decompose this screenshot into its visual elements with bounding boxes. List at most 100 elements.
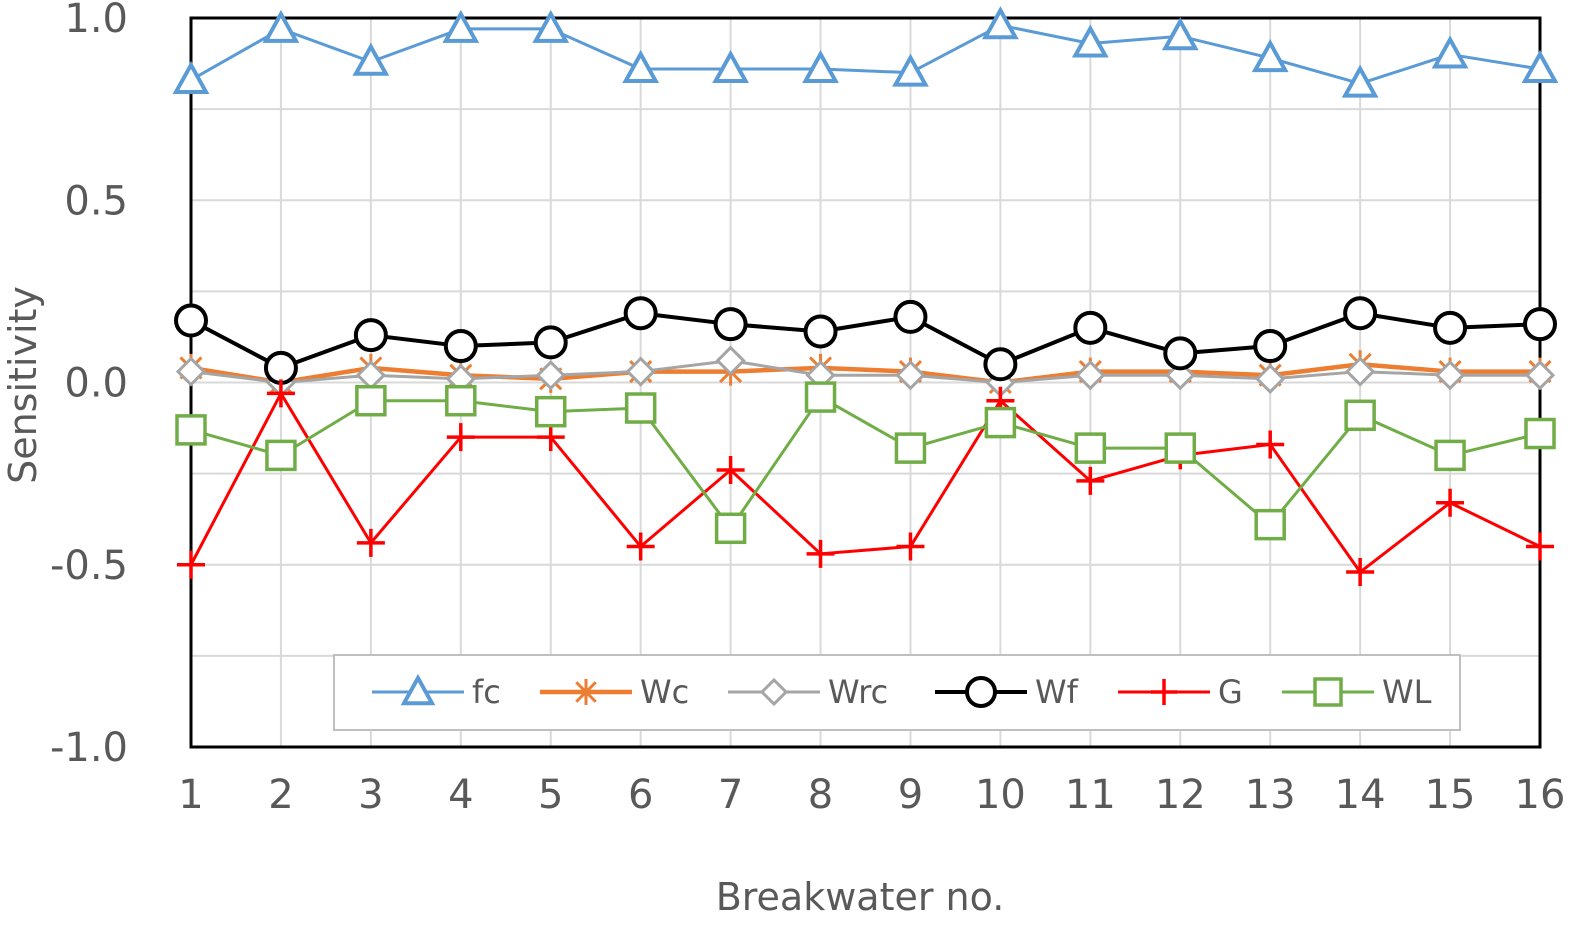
series-line-WL [190, 395, 1541, 530]
series-line-Wrc [190, 359, 1540, 384]
data-point-fc [1341, 64, 1379, 98]
data-point-fc [1161, 17, 1199, 51]
data-point-G [1256, 430, 1285, 459]
x-tick-label: 14 [1335, 772, 1386, 818]
data-point-fc [262, 9, 300, 43]
x-tick-label: 3 [358, 772, 383, 818]
data-point-WL [1254, 508, 1286, 541]
legend-item-fc: fc [372, 673, 501, 711]
x-tick-label: 6 [628, 772, 653, 818]
legend-marker [759, 677, 789, 707]
data-point-G [177, 550, 205, 579]
data-point-G [446, 423, 475, 452]
data-point-Wf [623, 296, 658, 331]
data-point-G [896, 532, 925, 561]
data-point-Wf [533, 325, 568, 360]
legend-item-WL: WL [1282, 673, 1432, 711]
data-point-G [536, 423, 565, 452]
data-point-WL [534, 395, 567, 428]
data-point-Wf [1073, 310, 1108, 345]
data-point-Wf [1253, 329, 1288, 364]
legend-label: Wf [1035, 673, 1079, 711]
x-tick-label: 9 [898, 772, 923, 818]
data-point-WL [1434, 439, 1466, 472]
data-point-Wrc [625, 356, 656, 387]
data-point-WL [1164, 432, 1197, 464]
series-line-Wc [190, 362, 1540, 385]
x-tick-label: 7 [718, 772, 743, 818]
series-line-Wf [190, 311, 1541, 370]
series-WL [175, 381, 1556, 545]
data-point-Wrc [175, 356, 207, 387]
data-point-G [1076, 466, 1105, 495]
data-point-WL [804, 381, 837, 413]
data-point-fc [172, 60, 210, 94]
legend-label: Wrc [828, 673, 888, 711]
data-point-G [716, 455, 745, 484]
data-point-fc [802, 49, 839, 84]
x-tick-label: 15 [1425, 772, 1476, 818]
data-point-fc [1431, 35, 1469, 69]
y-tick-label: 1.0 [64, 0, 128, 42]
series-line-fc [190, 23, 1541, 86]
x-axis-ticks: 1 2 3 4 5 6 7 8 9 10 11 12 13 14 15 16 [178, 772, 1565, 818]
data-point-G [1526, 532, 1554, 561]
data-point-WL [445, 384, 477, 417]
data-point-Wf [1523, 307, 1557, 342]
x-tick-label: 4 [448, 772, 473, 818]
x-tick-label: 2 [268, 772, 293, 818]
data-point-Wf [1433, 310, 1468, 345]
legend-label: G [1218, 673, 1243, 711]
legend-item-Wrc: Wrc [728, 673, 888, 711]
data-point-WL [1524, 417, 1556, 450]
data-point-Wrc [355, 360, 386, 391]
data-point-Wrc [715, 345, 746, 376]
series-group [172, 6, 1559, 587]
data-point-Wf [174, 303, 208, 338]
data-point-Wf [893, 299, 928, 334]
series-line-G [189, 391, 1541, 574]
x-tick-label: 11 [1065, 772, 1116, 818]
x-tick-label: 8 [808, 772, 833, 818]
y-axis-ticks: 1.0 0.5 0.0 -0.5 -1.0 [50, 0, 128, 771]
legend-marker [965, 676, 997, 708]
data-point-Wf [983, 347, 1018, 382]
legend-box [333, 654, 1461, 731]
legend-marker [575, 679, 597, 705]
legend-marker [1151, 679, 1177, 705]
data-point-Wrc [1345, 356, 1376, 387]
data-point-Wrc [1524, 360, 1556, 391]
legend-item-Wc: Wc [540, 673, 689, 711]
x-tick-label: 5 [538, 772, 563, 818]
data-point-WL [624, 392, 657, 424]
data-point-fc [1071, 24, 1109, 58]
legend-marker [400, 673, 436, 706]
x-tick-label: 10 [975, 772, 1026, 818]
data-point-WL [265, 439, 297, 472]
data-point-Wrc [895, 360, 926, 391]
data-point-G [806, 539, 835, 568]
data-point-Wf [353, 318, 388, 353]
data-point-WL [894, 432, 927, 464]
data-point-fc [352, 42, 390, 76]
data-point-fc [532, 9, 570, 43]
data-point-fc [712, 49, 749, 84]
data-point-WL [1344, 399, 1376, 432]
data-point-Wf [1163, 336, 1198, 371]
data-point-fc [442, 9, 480, 43]
data-point-Wf [803, 314, 838, 349]
data-point-Wrc [535, 360, 566, 391]
data-point-WL [1074, 432, 1107, 464]
x-axis-label: Breakwater no. [716, 875, 1005, 919]
legend-label: WL [1382, 673, 1432, 711]
data-point-Wf [443, 329, 478, 364]
legend: fc Wc Wrc Wf G WL [333, 654, 1461, 731]
data-point-Wf [1343, 296, 1378, 331]
data-point-fc [892, 53, 929, 87]
y-tick-label: 0.0 [64, 361, 128, 407]
x-tick-label: 16 [1515, 772, 1566, 818]
data-point-G [1346, 558, 1375, 587]
x-tick-label: 13 [1245, 772, 1296, 818]
data-point-G [626, 532, 655, 561]
